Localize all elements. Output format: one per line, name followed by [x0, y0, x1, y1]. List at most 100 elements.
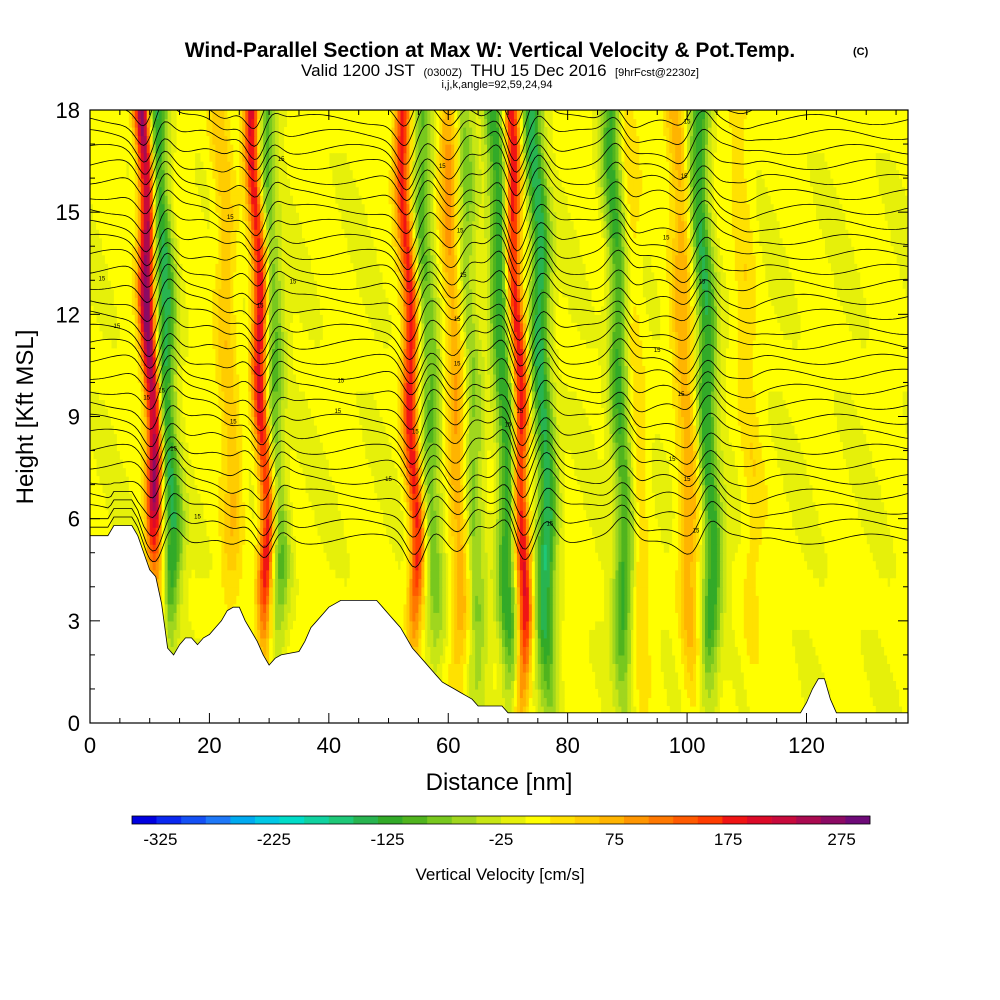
velocity-cell	[155, 544, 160, 554]
velocity-cell	[827, 663, 831, 673]
velocity-cell	[758, 544, 763, 554]
velocity-cell	[301, 620, 306, 630]
velocity-cell	[707, 544, 712, 554]
velocity-cell	[290, 578, 294, 588]
velocity-cell	[591, 680, 596, 690]
velocity-cell	[513, 612, 518, 622]
velocity-cell	[776, 518, 781, 528]
velocity-cell	[418, 569, 422, 579]
velocity-cell	[257, 552, 261, 562]
velocity-cell	[475, 637, 479, 647]
velocity-cell	[179, 595, 184, 605]
velocity-cell	[770, 705, 775, 716]
velocity-cell	[797, 586, 802, 596]
velocity-cell	[582, 688, 587, 699]
velocity-cell	[340, 510, 345, 520]
velocity-cell	[442, 629, 446, 639]
velocity-cell	[615, 620, 620, 630]
velocity-cell	[549, 595, 554, 605]
velocity-cell	[648, 544, 652, 554]
velocity-cell	[516, 510, 521, 520]
velocity-cell	[704, 697, 709, 707]
velocity-cell	[749, 535, 754, 545]
velocity-cell	[627, 518, 631, 528]
velocity-cell	[660, 561, 664, 571]
velocity-cell	[654, 646, 658, 656]
velocity-cell	[579, 595, 584, 605]
velocity-cell	[675, 629, 679, 639]
velocity-cell	[716, 552, 721, 562]
velocity-cell	[251, 595, 255, 605]
velocity-cell	[278, 612, 282, 622]
velocity-cell	[501, 510, 506, 520]
velocity-cell	[481, 552, 485, 562]
velocity-cell	[579, 620, 584, 630]
velocity-cell	[713, 629, 718, 639]
velocity-cell	[710, 612, 715, 622]
velocity-cell	[902, 569, 906, 579]
velocity-cell	[352, 595, 357, 605]
velocity-cell	[654, 552, 658, 562]
velocity-cell	[549, 544, 554, 554]
velocity-cell	[776, 569, 781, 579]
velocity-cell	[418, 518, 422, 528]
velocity-cell	[710, 578, 715, 588]
velocity-cell	[278, 510, 282, 520]
velocity-cell	[857, 544, 861, 554]
velocity-cell	[173, 501, 178, 511]
velocity-cell	[209, 527, 214, 537]
velocity-cell	[567, 637, 572, 647]
velocity-cell	[776, 578, 781, 588]
velocity-cell	[561, 663, 566, 673]
velocity-cell	[555, 527, 560, 537]
velocity-cell	[764, 518, 769, 528]
velocity-cell	[827, 586, 831, 596]
velocity-cell	[272, 527, 276, 537]
velocity-cell	[842, 578, 846, 588]
velocity-cell	[702, 663, 706, 673]
velocity-cell	[439, 637, 443, 647]
velocity-cell	[516, 654, 521, 664]
velocity-cell	[507, 518, 512, 528]
velocity-cell	[681, 595, 685, 605]
velocity-cell	[451, 561, 455, 571]
velocity-cell	[902, 527, 906, 537]
velocity-cell	[570, 586, 575, 596]
velocity-cell	[478, 476, 482, 486]
velocity-cell	[579, 697, 584, 707]
velocity-cell	[391, 603, 396, 613]
velocity-cell	[782, 620, 787, 630]
velocity-cell	[905, 569, 908, 579]
velocity-cell	[499, 535, 503, 545]
velocity-cell	[609, 595, 614, 605]
velocity-cell	[460, 637, 464, 647]
velocity-cell	[397, 603, 402, 613]
velocity-cell	[636, 527, 640, 537]
velocity-cell	[519, 663, 524, 673]
velocity-cell	[678, 527, 682, 537]
velocity-cell	[857, 612, 861, 622]
velocity-cell	[612, 603, 617, 613]
velocity-cell	[755, 552, 760, 562]
velocity-cell	[821, 646, 826, 656]
velocity-cell	[430, 544, 434, 554]
velocity-cell	[463, 688, 467, 699]
velocity-cell	[403, 629, 408, 639]
velocity-cell	[472, 654, 476, 664]
velocity-cell	[507, 535, 512, 545]
velocity-cell	[173, 561, 178, 571]
velocity-cell	[818, 603, 823, 613]
velocity-cell	[666, 620, 670, 630]
velocity-cell	[758, 552, 763, 562]
velocity-cell	[167, 518, 172, 528]
velocity-cell	[585, 595, 590, 605]
velocity-cell	[833, 612, 837, 622]
velocity-cell	[615, 586, 620, 596]
velocity-cell	[475, 612, 479, 622]
velocity-cell	[657, 629, 661, 639]
velocity-cell	[660, 697, 664, 707]
velocity-cell	[439, 586, 443, 596]
velocity-cell	[531, 671, 536, 682]
velocity-cell	[633, 671, 637, 682]
velocity-cell	[893, 646, 897, 656]
